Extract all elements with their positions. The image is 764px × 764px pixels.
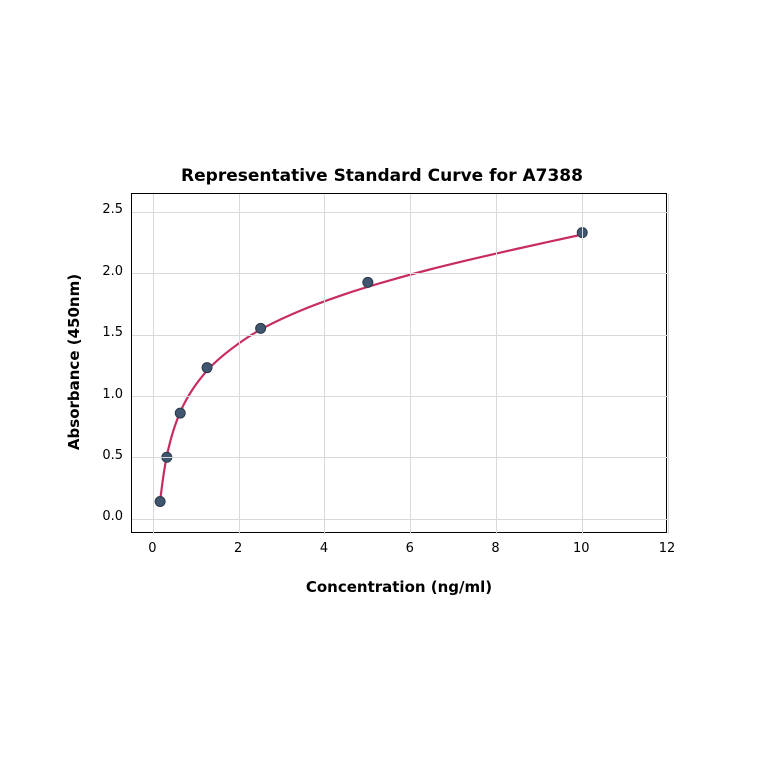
data-point <box>155 496 165 506</box>
x-tick-label: 12 <box>647 541 687 556</box>
x-tick-label: 0 <box>132 541 172 556</box>
y-tick-label: 0.0 <box>102 509 123 524</box>
grid-line-horizontal <box>132 212 668 213</box>
chart-svg <box>132 194 668 534</box>
x-tick-label: 4 <box>304 541 344 556</box>
grid-line-vertical <box>324 194 325 534</box>
grid-line-vertical <box>239 194 240 534</box>
y-axis-label: Absorbance (450nm) <box>65 262 83 462</box>
y-tick-label: 1.0 <box>102 387 123 402</box>
x-tick-label: 6 <box>390 541 430 556</box>
grid-line-vertical <box>582 194 583 534</box>
grid-line-horizontal <box>132 519 668 520</box>
chart-title: Representative Standard Curve for A7388 <box>0 166 764 186</box>
y-tick-label: 0.5 <box>102 448 123 463</box>
fitted-curve <box>160 235 582 501</box>
grid-line-vertical <box>668 194 669 534</box>
data-point <box>175 408 185 418</box>
grid-line-horizontal <box>132 396 668 397</box>
data-point <box>202 363 212 373</box>
grid-line-horizontal <box>132 457 668 458</box>
data-point <box>363 277 373 287</box>
y-tick-label: 2.0 <box>102 264 123 279</box>
grid-line-vertical <box>410 194 411 534</box>
x-axis-label: Concentration (ng/ml) <box>131 578 667 596</box>
grid-line-vertical <box>153 194 154 534</box>
figure: Representative Standard Curve for A7388 … <box>0 0 764 764</box>
grid-line-horizontal <box>132 335 668 336</box>
plot-area <box>131 193 667 533</box>
grid-line-vertical <box>496 194 497 534</box>
x-tick-label: 8 <box>475 541 515 556</box>
x-tick-label: 2 <box>218 541 258 556</box>
grid-line-horizontal <box>132 273 668 274</box>
y-tick-label: 2.5 <box>102 202 123 217</box>
y-tick-label: 1.5 <box>102 325 123 340</box>
x-tick-label: 10 <box>561 541 601 556</box>
data-point <box>256 323 266 333</box>
